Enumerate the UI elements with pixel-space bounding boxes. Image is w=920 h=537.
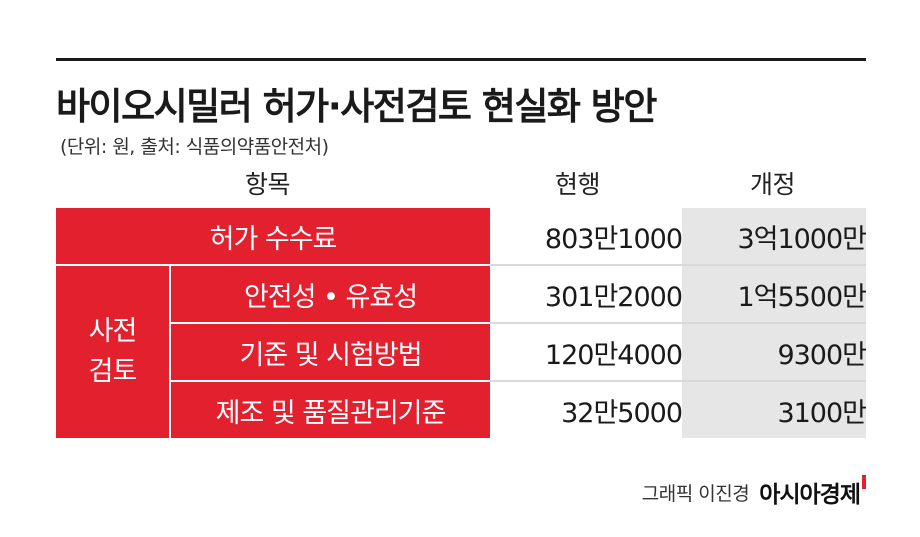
revised-value: 3억1000만: [682, 208, 867, 265]
fee-table: 허가 수수료 803만1000 3억1000만 사전 검토 안전성 • 유효성 …: [56, 208, 867, 438]
group-label-line1: 사전: [88, 316, 138, 347]
current-value: 803만1000: [490, 208, 683, 265]
current-value: 32만5000: [490, 380, 683, 438]
top-rule: [56, 58, 866, 61]
row-label: 제조 및 품질관리기준: [170, 380, 491, 438]
revised-value: 3100만: [682, 380, 867, 438]
brand-mark-icon: [862, 475, 866, 489]
group-label-line2: 검토: [88, 356, 138, 387]
credit-block: 그래픽 이진경 아시아경제: [642, 475, 866, 509]
brand-name: 아시아경제: [759, 482, 861, 508]
row-label: 안전성 • 유효성: [170, 264, 491, 323]
brand-logo: 아시아경제: [759, 475, 866, 509]
page-title: 바이오시밀러 허가·사전검토 현실화 방안: [56, 85, 657, 128]
current-value: 120만4000: [490, 322, 683, 381]
subtitle: (단위: 원, 출처: 식품의약품안전처): [60, 136, 329, 158]
graphic-credit: 그래픽 이진경: [641, 482, 750, 505]
table-row: 사전 검토 안전성 • 유효성 301만2000 1억5500만: [56, 264, 867, 438]
header-item: 항목: [245, 170, 291, 199]
table-row: 기준 및 시험방법 120만4000 9300만: [56, 322, 867, 381]
header-revised: 개정: [750, 170, 796, 199]
revised-value: 9300만: [682, 322, 867, 381]
table-row: 제조 및 품질관리기준 32만5000 3100만: [56, 380, 867, 438]
header-current: 현행: [555, 170, 601, 199]
row-label: 기준 및 시험방법: [170, 322, 491, 381]
current-value: 301만2000: [490, 264, 683, 323]
table-row: 허가 수수료 803만1000 3억1000만: [56, 208, 867, 265]
revised-value: 1억5500만: [682, 264, 867, 323]
row-label: 허가 수수료: [56, 208, 491, 265]
group-label: 사전 검토: [56, 264, 171, 438]
